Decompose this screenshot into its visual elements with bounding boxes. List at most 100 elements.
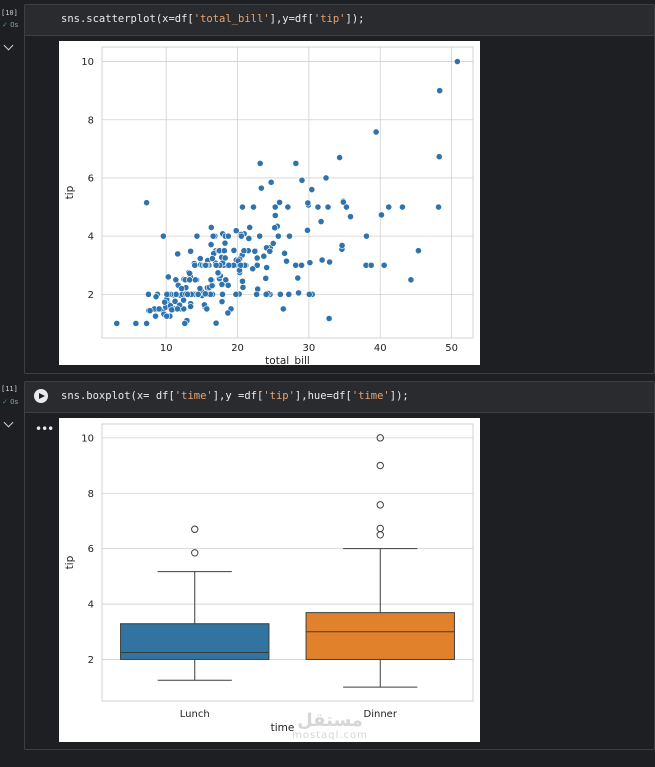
scatter-point xyxy=(257,184,265,192)
x-tick-label: 20 xyxy=(231,343,244,354)
scatter-point xyxy=(305,290,313,298)
scatter-point xyxy=(146,307,154,315)
scatter-point xyxy=(295,289,302,297)
scatter-point xyxy=(298,176,306,184)
scatter-point xyxy=(143,320,150,327)
box-body xyxy=(120,623,270,660)
scatter-point xyxy=(292,160,300,167)
scatter-point xyxy=(324,203,332,211)
scatter-point xyxy=(385,203,393,211)
scatter-point xyxy=(232,290,240,298)
scatter-point xyxy=(186,269,194,277)
scatter-point xyxy=(239,283,247,291)
scatter-point xyxy=(230,247,238,254)
scatter-point xyxy=(271,224,279,232)
scatter-point xyxy=(222,276,230,284)
scatter-point xyxy=(306,259,314,267)
scatter-point xyxy=(220,247,228,255)
scatter-point xyxy=(266,247,274,255)
scatter-point xyxy=(214,269,222,277)
scatter-point xyxy=(314,203,322,211)
scatter-point xyxy=(203,305,211,313)
scatter-point xyxy=(172,276,180,284)
scatter-point xyxy=(178,285,186,292)
collapse-output-chevron-icon[interactable] xyxy=(3,40,14,51)
y-tick-label: 10 xyxy=(81,433,94,444)
scatter-point xyxy=(256,160,264,167)
scatter-point xyxy=(415,247,422,255)
scatter-point xyxy=(181,320,189,327)
scatter-point xyxy=(294,274,302,282)
scatter-plot-output: 10 20 30 40 50 2 4 6 8 10 total_bill tip xyxy=(59,41,480,367)
scatter-point xyxy=(263,264,271,271)
scatter-point xyxy=(171,297,179,305)
output-menu-icon[interactable]: ••• xyxy=(35,422,54,436)
scatter-point xyxy=(207,276,215,284)
scatter-point xyxy=(284,203,292,211)
scatter-point xyxy=(186,276,193,284)
scatter-point xyxy=(184,290,192,298)
scatter-point xyxy=(256,232,264,240)
check-icon: ✓ xyxy=(2,398,8,406)
scatter-point xyxy=(218,298,226,306)
scatter-point xyxy=(347,213,354,221)
scatter-point xyxy=(279,305,287,313)
y-axis-label: tip xyxy=(64,185,76,199)
code-editor[interactable]: sns.boxplot(x= df['time'],y =df['tip'],h… xyxy=(25,382,654,413)
scatter-point xyxy=(163,312,171,320)
run-cell-button[interactable] xyxy=(34,389,48,403)
scatter-point xyxy=(194,290,202,298)
y-tick-label: 2 xyxy=(88,290,94,301)
scatter-point xyxy=(343,203,350,211)
scatter-point xyxy=(276,198,283,206)
code-editor[interactable]: sns.scatterplot(x=df['total_bill'],y=df[… xyxy=(25,5,654,36)
execution-status: ✓ 0s xyxy=(2,398,18,406)
scatter-point xyxy=(152,293,160,301)
scatter-point xyxy=(168,306,176,314)
y-tick-label: 10 xyxy=(81,57,94,68)
check-icon: ✓ xyxy=(2,21,8,29)
scatter-point xyxy=(435,153,443,161)
scatter-point xyxy=(245,235,253,242)
box-outlier xyxy=(191,549,199,557)
scatter-point xyxy=(155,305,163,313)
scatter-point xyxy=(276,290,284,298)
scatter-point xyxy=(274,232,282,240)
scatter-point xyxy=(113,320,121,327)
scatter-point xyxy=(246,224,254,231)
scatter-point xyxy=(250,203,257,211)
y-tick-label: 4 xyxy=(88,232,94,243)
scatter-point xyxy=(308,186,316,193)
x-tick-label: 40 xyxy=(374,343,387,354)
scatter-point xyxy=(212,319,220,327)
y-tick-label: 6 xyxy=(88,544,94,555)
scatter-point xyxy=(251,247,259,255)
scatter-point xyxy=(132,320,140,327)
y-tick-label: 4 xyxy=(88,600,94,611)
x-tick-label: 50 xyxy=(445,343,458,354)
scatter-point xyxy=(239,277,246,285)
scatter-point xyxy=(145,290,152,298)
scatter-point xyxy=(208,282,216,290)
scatter-point xyxy=(212,261,220,269)
scatter-point xyxy=(326,258,333,266)
scatter-point xyxy=(317,218,325,225)
execution-count-label: [10] xyxy=(1,9,18,17)
scatter-point xyxy=(174,250,182,258)
x-tick-label: Lunch xyxy=(180,709,210,720)
scatter-point xyxy=(380,261,388,269)
scatter-point xyxy=(253,254,261,262)
scatter-point xyxy=(161,298,169,306)
scatter-point xyxy=(260,252,268,260)
execution-time: 0s xyxy=(10,398,19,406)
scatter-point xyxy=(239,203,246,211)
scatter-point xyxy=(202,261,210,269)
scatter-point xyxy=(163,290,171,298)
execution-count-label: [11] xyxy=(1,385,18,393)
scatter-point xyxy=(196,255,204,262)
scatter-point xyxy=(262,274,270,282)
scatter-point xyxy=(237,261,245,269)
collapse-output-chevron-icon[interactable] xyxy=(3,417,14,428)
scatter-point xyxy=(339,198,347,206)
box-plot-output: 2 4 6 8 10 Lunch Dinner time tip xyxy=(59,418,480,742)
